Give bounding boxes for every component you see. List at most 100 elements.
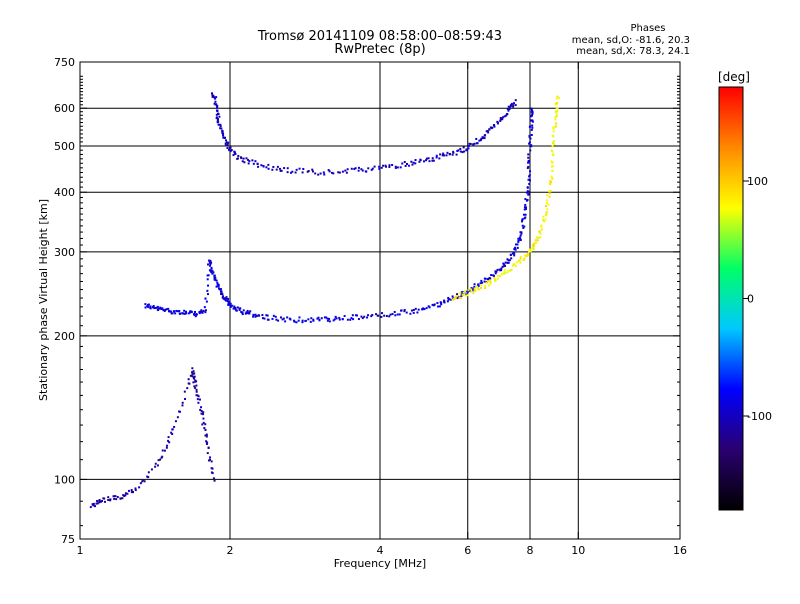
data-point xyxy=(376,314,379,317)
data-point xyxy=(354,167,357,170)
data-point xyxy=(551,134,554,137)
data-point xyxy=(130,491,133,494)
data-point xyxy=(531,126,534,129)
data-point xyxy=(304,319,307,322)
data-point xyxy=(96,500,99,503)
data-point xyxy=(472,292,475,295)
data-point xyxy=(526,186,529,189)
data-point xyxy=(163,449,166,452)
data-point xyxy=(412,161,415,164)
data-point xyxy=(207,284,210,287)
data-point xyxy=(210,467,213,470)
data-point xyxy=(479,282,482,285)
data-point xyxy=(202,413,205,416)
data-point xyxy=(527,190,530,193)
data-point xyxy=(155,306,158,309)
data-point xyxy=(481,137,484,140)
data-point xyxy=(205,440,208,443)
data-point xyxy=(508,107,511,110)
x-tick-label: 2 xyxy=(227,544,234,557)
data-point xyxy=(203,427,206,430)
data-point xyxy=(382,164,385,167)
data-point xyxy=(552,127,555,130)
data-point xyxy=(540,228,543,231)
data-point xyxy=(394,166,397,169)
data-point xyxy=(194,386,197,389)
data-point xyxy=(146,475,149,478)
data-point xyxy=(101,500,104,503)
data-point xyxy=(516,246,519,249)
data-point xyxy=(465,293,468,296)
data-point xyxy=(201,423,204,426)
data-point xyxy=(203,306,206,309)
data-point xyxy=(346,168,349,171)
data-point xyxy=(221,296,224,299)
data-point xyxy=(216,119,219,122)
data-point xyxy=(547,190,550,193)
data-point xyxy=(194,379,197,382)
data-point xyxy=(112,495,115,498)
data-point xyxy=(529,125,532,128)
data-point xyxy=(310,317,313,320)
data-point xyxy=(216,106,219,109)
data-point xyxy=(470,290,473,293)
x-tick-label: 8 xyxy=(527,544,534,557)
x-tick-label: 1 xyxy=(77,544,84,557)
data-point xyxy=(523,225,526,228)
data-point xyxy=(257,165,260,168)
data-point xyxy=(198,398,201,401)
data-point xyxy=(499,118,502,121)
data-point xyxy=(551,150,554,153)
data-point xyxy=(211,95,214,98)
data-point xyxy=(219,290,222,293)
data-point xyxy=(248,311,251,314)
data-point xyxy=(442,152,445,155)
data-point xyxy=(282,317,285,320)
data-point xyxy=(441,154,444,157)
data-point xyxy=(301,321,304,324)
data-point xyxy=(519,239,522,242)
data-point xyxy=(450,298,453,301)
data-point xyxy=(522,226,525,229)
plot-area: 75 100 200 300 400 500 600 750 1 2 4 6 8 10 16 xyxy=(54,56,687,557)
data-point xyxy=(539,232,542,235)
data-point xyxy=(215,96,218,99)
data-point xyxy=(462,291,465,294)
data-point xyxy=(171,312,174,315)
data-point xyxy=(521,224,524,227)
data-point xyxy=(229,304,232,307)
data-point xyxy=(261,313,264,316)
data-point xyxy=(548,192,551,195)
data-point xyxy=(425,157,428,160)
data-point xyxy=(388,315,391,318)
data-point xyxy=(528,250,531,253)
data-point xyxy=(214,103,217,106)
data-point xyxy=(222,134,225,137)
data-point xyxy=(212,271,215,274)
y-tick-label: 600 xyxy=(54,102,75,115)
data-point xyxy=(432,304,435,307)
data-point xyxy=(509,253,512,256)
data-point xyxy=(227,303,230,306)
data-point xyxy=(514,248,517,251)
data-point xyxy=(144,303,147,306)
data-point xyxy=(274,315,277,318)
data-point xyxy=(265,314,268,317)
data-point xyxy=(206,293,209,296)
data-point xyxy=(514,104,517,107)
data-point xyxy=(99,500,102,503)
x-tick-label: 6 xyxy=(464,544,471,557)
data-point xyxy=(472,143,475,146)
data-point xyxy=(116,496,119,499)
data-point xyxy=(256,163,259,166)
data-point xyxy=(94,505,97,508)
data-point xyxy=(550,149,553,152)
data-point xyxy=(242,157,245,160)
data-point xyxy=(451,298,454,301)
data-point xyxy=(410,309,413,312)
data-point xyxy=(528,175,531,178)
data-point xyxy=(251,159,254,162)
data-point xyxy=(526,190,529,193)
data-point xyxy=(476,285,479,288)
